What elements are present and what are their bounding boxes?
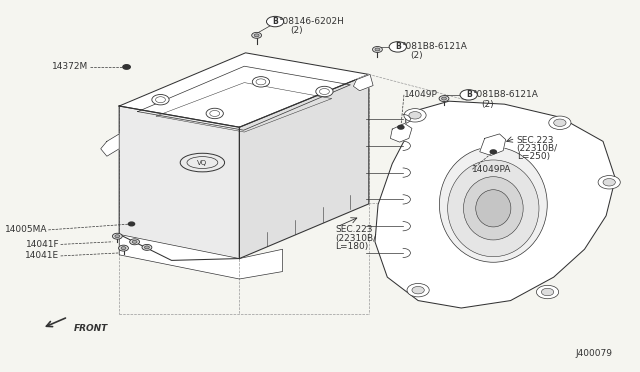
Circle shape (541, 288, 554, 296)
Circle shape (442, 97, 447, 100)
Text: °08146-6202H: °08146-6202H (278, 17, 344, 26)
Circle shape (439, 96, 449, 102)
Circle shape (548, 116, 571, 129)
Polygon shape (480, 134, 506, 155)
Circle shape (460, 90, 477, 100)
Text: (22310B/: (22310B/ (516, 144, 558, 153)
Polygon shape (119, 234, 282, 279)
Circle shape (145, 246, 149, 249)
Polygon shape (239, 74, 369, 259)
Circle shape (130, 239, 140, 245)
Text: B: B (395, 42, 401, 51)
Text: 14005MA: 14005MA (4, 225, 47, 234)
Polygon shape (100, 134, 119, 156)
Text: SEC.223: SEC.223 (335, 225, 373, 234)
Circle shape (398, 125, 404, 129)
Circle shape (115, 235, 120, 238)
Circle shape (316, 86, 333, 97)
Text: J400079: J400079 (575, 349, 612, 358)
Circle shape (372, 46, 382, 52)
Text: (2): (2) (481, 100, 494, 109)
Text: 14049PA: 14049PA (472, 165, 512, 174)
Circle shape (206, 108, 223, 119)
Text: B: B (466, 90, 472, 99)
Circle shape (536, 285, 559, 299)
Circle shape (252, 32, 262, 38)
Circle shape (252, 77, 269, 87)
Circle shape (266, 16, 284, 27)
Text: 14041E: 14041E (25, 251, 60, 260)
Circle shape (389, 42, 406, 52)
Circle shape (254, 34, 259, 37)
Polygon shape (119, 53, 369, 127)
Text: 14049P: 14049P (404, 90, 438, 99)
Circle shape (113, 233, 122, 239)
Circle shape (142, 244, 152, 250)
Ellipse shape (476, 190, 511, 227)
Text: (2): (2) (411, 51, 423, 60)
Polygon shape (119, 106, 239, 260)
Text: L=250): L=250) (516, 153, 550, 161)
Circle shape (132, 240, 137, 243)
Polygon shape (375, 101, 615, 308)
Circle shape (603, 179, 615, 186)
Text: B: B (272, 17, 278, 26)
Circle shape (490, 150, 497, 154)
Circle shape (407, 283, 429, 297)
Circle shape (129, 222, 134, 226)
Circle shape (598, 176, 620, 189)
Ellipse shape (447, 160, 539, 257)
Circle shape (123, 65, 131, 69)
Ellipse shape (463, 177, 523, 240)
Text: (22310B/: (22310B/ (335, 234, 377, 243)
Text: SEC.223: SEC.223 (516, 136, 554, 145)
Text: °081B8-6121A: °081B8-6121A (472, 90, 538, 99)
Circle shape (554, 119, 566, 126)
Circle shape (375, 48, 380, 51)
Circle shape (152, 94, 169, 105)
Circle shape (409, 112, 421, 119)
Ellipse shape (440, 147, 547, 262)
Text: FRONT: FRONT (74, 324, 108, 333)
Text: (2): (2) (290, 26, 303, 35)
Text: °081B8-6121A: °081B8-6121A (401, 42, 467, 51)
Text: L=180): L=180) (335, 242, 369, 251)
Text: 14041F: 14041F (26, 240, 60, 249)
Circle shape (121, 247, 126, 250)
Text: VQ: VQ (197, 160, 207, 166)
Circle shape (118, 245, 129, 251)
Polygon shape (353, 74, 373, 91)
Text: 14372M: 14372M (52, 62, 88, 71)
Polygon shape (390, 124, 412, 142)
Circle shape (404, 109, 426, 122)
Circle shape (412, 286, 424, 294)
